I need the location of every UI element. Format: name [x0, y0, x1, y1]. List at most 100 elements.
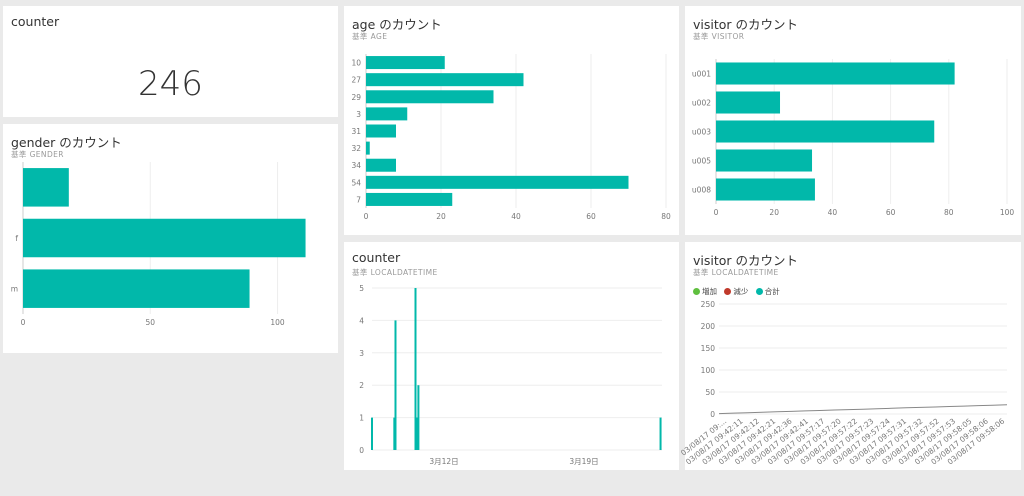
- x-tick-label: 100: [1000, 208, 1015, 217]
- y-tick-label: 3: [359, 349, 364, 358]
- bar: [716, 178, 815, 201]
- legend-total-dot: [755, 288, 763, 295]
- bar: [366, 192, 453, 206]
- counter-time-title: counter: [352, 250, 401, 265]
- counter-time-chart: 0 1 2 3 4 5 3月12日 3月19日: [359, 284, 662, 466]
- x-tick-label: 3月12日: [429, 457, 458, 466]
- bar: [366, 141, 370, 155]
- visitor-chart-title: visitor のカウント: [693, 17, 799, 32]
- y-tick-label: 150: [701, 344, 716, 353]
- age-chart-subtitle: 基準 AGE: [352, 32, 388, 41]
- category-label: 32: [351, 144, 361, 153]
- category-label: f: [15, 234, 18, 243]
- bar: [716, 149, 813, 172]
- category-label: 7: [356, 195, 361, 204]
- category-label: 10: [351, 59, 361, 68]
- x-tick-label: 20: [436, 212, 446, 221]
- bar: [394, 320, 397, 450]
- x-tick-label: 40: [511, 212, 521, 221]
- age-chart-title: age のカウント: [352, 17, 442, 32]
- bar: [414, 288, 417, 450]
- category-label: u005: [692, 157, 711, 166]
- bar: [23, 269, 250, 308]
- visitor-time-subtitle: 基準 LOCALDATETIME: [693, 268, 779, 277]
- y-tick-label: 100: [701, 366, 716, 375]
- bar: [417, 385, 420, 450]
- legend-decrease[interactable]: 減少: [724, 286, 748, 297]
- category-label: 34: [351, 161, 361, 170]
- visitor-bar-chart: 0 20 40 60 80 100 u001 u002 u003 u005 u008: [692, 59, 1015, 217]
- visitor-time-title: visitor のカウント: [693, 253, 799, 268]
- counter-card-title: counter: [11, 14, 60, 29]
- x-tick-label: 3月19日: [569, 457, 598, 466]
- bar: [659, 417, 662, 450]
- y-tick-label: 250: [701, 300, 716, 309]
- counter-card-value: 246: [138, 64, 203, 104]
- bar: [366, 158, 396, 172]
- x-tick-label: 60: [886, 208, 896, 217]
- counter-time-tile[interactable]: counter 基準 LOCALDATETIME 0 1 2 3 4 5 3月12日 3月19…: [344, 242, 679, 470]
- bar: [366, 56, 445, 70]
- bar: [415, 417, 418, 450]
- bar: [716, 91, 781, 114]
- legend-decrease-dot: [724, 288, 732, 295]
- category-label: u002: [692, 99, 711, 108]
- y-tick-label: 5: [359, 284, 364, 293]
- bar: [366, 107, 408, 121]
- category-label: 29: [351, 93, 361, 102]
- legend-increase-dot: [693, 288, 700, 295]
- category-label: 54: [351, 178, 361, 187]
- legend-increase-label: 増加: [702, 287, 717, 296]
- y-tick-label: 0: [359, 446, 364, 455]
- x-tick-label: 40: [828, 208, 838, 217]
- legend-decrease-label: 減少: [733, 287, 749, 296]
- bar: [366, 90, 494, 104]
- bar: [393, 417, 396, 450]
- x-tick-label: 50: [145, 318, 155, 327]
- legend-increase[interactable]: 増加: [693, 286, 717, 297]
- y-tick-label: 1: [359, 414, 364, 423]
- category-label: 27: [351, 76, 361, 85]
- bar: [23, 218, 306, 258]
- age-bar-chart: 0 20 40 60 80 10 27 29 3 31 32 34 54 7: [351, 54, 671, 221]
- gender-bar-chart: 0 50 100 f m: [11, 162, 306, 327]
- bar: [366, 73, 524, 87]
- x-tick-label: 80: [661, 212, 671, 221]
- category-label: u001: [692, 70, 711, 79]
- visitor-time-legend: 増加 減少 合計: [693, 286, 785, 297]
- bar: [366, 124, 396, 138]
- y-tick-label: 200: [701, 322, 716, 331]
- visitor-chart-subtitle: 基準 VISITOR: [693, 32, 745, 41]
- category-label: 31: [351, 127, 361, 136]
- bar: [716, 120, 935, 143]
- x-tick-label: 20: [769, 208, 779, 217]
- x-tick-label: 0: [364, 212, 369, 221]
- category-label: m: [11, 285, 18, 294]
- gender-chart-subtitle: 基準 GENDER: [11, 150, 64, 159]
- legend-total-label: 合計: [764, 287, 780, 296]
- age-chart-tile[interactable]: age のカウント 基準 AGE 0 20 40 60 80 10 27 29 3 31 32 34 5…: [344, 6, 679, 235]
- x-tick-label: 0: [21, 318, 26, 327]
- category-label: u003: [692, 128, 711, 137]
- bar: [23, 168, 69, 207]
- y-tick-label: 2: [359, 381, 364, 390]
- visitor-chart-tile[interactable]: visitor のカウント 基準 VISITOR 0 20 40 60 80 100 u00…: [685, 6, 1021, 235]
- gender-chart-title: gender のカウント: [11, 135, 122, 150]
- legend-total[interactable]: 合計: [755, 286, 780, 297]
- series-line-total: [718, 404, 1008, 415]
- x-tick-label: 100: [270, 318, 285, 327]
- category-label: 3: [356, 110, 361, 119]
- counter-card-tile[interactable]: counter 246: [3, 6, 338, 117]
- y-tick-label: 0: [710, 410, 715, 419]
- bar: [366, 175, 629, 189]
- x-tick-label: 60: [586, 212, 596, 221]
- visitor-time-tile[interactable]: visitor のカウント 基準 LOCALDATETIME 増加 減少 合計 …: [679, 242, 1021, 470]
- bar: [716, 62, 955, 85]
- category-label: u008: [692, 186, 711, 195]
- bar: [371, 417, 373, 450]
- x-tick-label: 0: [714, 208, 719, 217]
- x-tick-label: 80: [944, 208, 954, 217]
- gender-chart-tile[interactable]: gender のカウント 基準 GENDER 0 50 100 f m: [3, 124, 338, 353]
- y-tick-label: 50: [705, 388, 715, 397]
